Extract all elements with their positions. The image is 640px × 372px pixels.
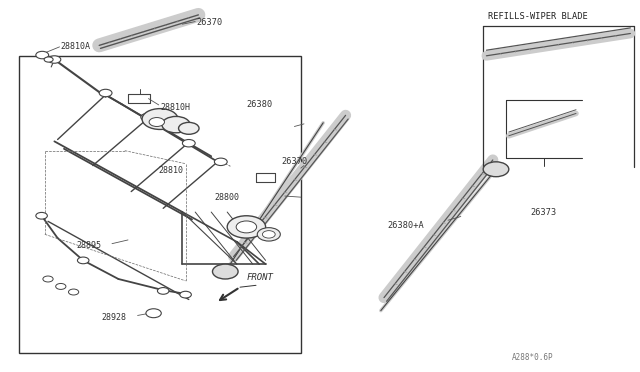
Bar — [19, 56, 301, 353]
Text: 28928: 28928 — [101, 313, 126, 322]
Text: 26370: 26370 — [282, 157, 308, 166]
Circle shape — [262, 231, 275, 238]
Circle shape — [43, 276, 53, 282]
Circle shape — [36, 212, 47, 219]
Text: A288*0.6P: A288*0.6P — [512, 353, 554, 362]
Text: 28810H: 28810H — [160, 103, 190, 112]
Text: 26380+A: 26380+A — [387, 221, 424, 230]
Circle shape — [214, 158, 227, 166]
Circle shape — [44, 57, 53, 62]
Circle shape — [56, 283, 66, 289]
Circle shape — [48, 56, 61, 63]
Circle shape — [142, 109, 178, 129]
Text: 28895: 28895 — [77, 241, 102, 250]
Circle shape — [68, 289, 79, 295]
Circle shape — [182, 140, 195, 147]
Circle shape — [180, 291, 191, 298]
Circle shape — [77, 257, 89, 264]
Circle shape — [99, 89, 112, 97]
Text: 28800: 28800 — [214, 193, 239, 202]
Circle shape — [157, 288, 169, 294]
Circle shape — [483, 162, 509, 177]
Circle shape — [257, 228, 280, 241]
Circle shape — [212, 264, 238, 279]
Circle shape — [227, 216, 266, 238]
Circle shape — [36, 51, 49, 59]
Text: 28810A: 28810A — [61, 42, 91, 51]
Circle shape — [179, 122, 199, 134]
Circle shape — [146, 309, 161, 318]
Text: 26370: 26370 — [196, 18, 223, 27]
Circle shape — [162, 116, 190, 133]
Circle shape — [149, 118, 164, 126]
Text: FRONT: FRONT — [246, 273, 273, 282]
Circle shape — [141, 113, 154, 121]
Text: REFILLS-WIPER BLADE: REFILLS-WIPER BLADE — [488, 12, 588, 21]
Text: 26373: 26373 — [530, 208, 556, 217]
Text: 28810: 28810 — [159, 166, 184, 174]
Circle shape — [236, 221, 257, 233]
Text: 26380: 26380 — [246, 100, 273, 109]
